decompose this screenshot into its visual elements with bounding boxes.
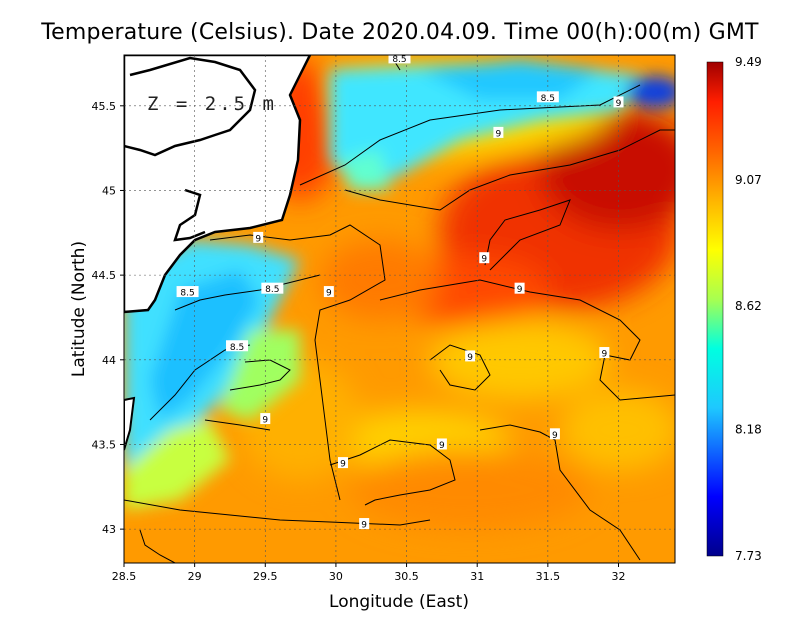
contour-label-bg (253, 231, 264, 243)
contour-label: 8.5 (541, 94, 555, 104)
x-tick-label: 32 (611, 570, 625, 583)
contour-label-bg (514, 282, 525, 294)
contour-label-bg (465, 350, 476, 362)
y-tick-label: 45.5 (92, 100, 117, 113)
colorbar (706, 61, 724, 557)
contour-label-bg (226, 340, 249, 352)
contour-label: 9 (361, 521, 367, 531)
colorbar-label: 8.18 (735, 423, 762, 437)
contour-label: 8.5 (180, 289, 194, 299)
y-tick-label: 44.5 (92, 269, 117, 282)
contour-labels: 8.5 8.5 9 9 9 9 8.5 8.5 9 9 8.5 9 9 9 9 9 9 9 (176, 52, 624, 531)
y-tick-label: 45 (102, 184, 116, 197)
contour-label: 9 (496, 129, 502, 139)
x-axis-label: Longitude (East) (329, 592, 469, 612)
contour-label: 9 (552, 431, 558, 441)
contour-label-bg (549, 428, 560, 440)
y-axis-label: Latitude (North) (69, 241, 89, 377)
colorbar-label: 9.49 (735, 55, 762, 69)
contour-label-bg (613, 96, 624, 108)
contour-label: 9 (326, 289, 332, 299)
colorbar-label: 8.62 (735, 299, 762, 313)
colorbar-labels: 9.49 9.07 8.62 8.18 7.73 (735, 55, 762, 563)
contour-label: 9 (255, 234, 261, 244)
coastline (124, 55, 312, 451)
y-axis-ticks: 43 43.5 44 44.5 45 45.5 (92, 100, 124, 536)
contour-label-bg (536, 91, 559, 103)
contour-label: 9 (467, 353, 473, 363)
contour-label-bg (493, 126, 504, 138)
colorbar-label: 7.73 (735, 549, 762, 563)
depth-label: Z = 2.5 m (147, 93, 277, 115)
x-tick-label: 28.5 (112, 570, 137, 583)
contour-label: 9 (481, 255, 487, 265)
contour-label: 9 (601, 350, 607, 360)
gridlines (124, 55, 675, 563)
contour-label-bg (436, 438, 447, 450)
colorbar-label: 9.07 (735, 173, 762, 187)
x-axis-ticks: 28.5 29 29.5 30 30.5 31 31.5 32 (112, 563, 625, 583)
x-tick-label: 30.5 (394, 570, 419, 583)
contour-lines (124, 61, 675, 563)
x-tick-label: 31 (470, 570, 484, 583)
contour-label: 8.5 (392, 55, 406, 65)
x-tick-label: 31.5 (536, 570, 561, 583)
map-title: Temperature (Celsius). Date 2020.04.09. … (41, 20, 759, 45)
contour-label-bg (176, 286, 199, 298)
y-tick-label: 43 (102, 523, 116, 536)
contour-label-bg (359, 518, 370, 530)
contour-label: 9 (616, 99, 622, 109)
contour-label-bg (479, 252, 490, 264)
contour-label: 9 (439, 441, 445, 451)
contour-label: 8.5 (265, 285, 279, 295)
contour-label-bg (337, 457, 348, 469)
contour-label-bg (261, 282, 284, 294)
x-tick-label: 29.5 (253, 570, 278, 583)
contour-label-bg (599, 347, 610, 359)
contour-label: 9 (517, 285, 523, 295)
contour-label: 9 (262, 416, 268, 426)
y-tick-label: 44 (102, 354, 116, 367)
plot-frame (123, 54, 676, 564)
x-tick-label: 30 (329, 570, 343, 583)
y-tick-label: 43.5 (92, 438, 117, 451)
contour-label: 9 (340, 460, 346, 470)
contour-label-bg (388, 52, 411, 64)
contour-label: 8.5 (230, 343, 244, 353)
contour-label-bg (260, 413, 271, 425)
x-tick-label: 29 (188, 570, 202, 583)
contour-label-bg (323, 286, 334, 298)
